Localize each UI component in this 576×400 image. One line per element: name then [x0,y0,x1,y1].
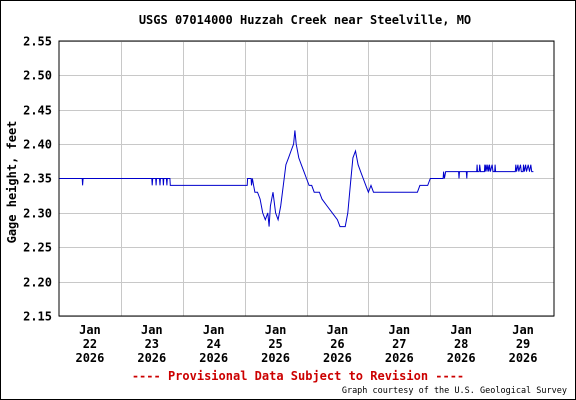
x-tick-labels: Jan 22 2026 Jan 23 2026 Jan 24 2026 Jan 25 2026 Jan 2… [75,323,537,365]
y-tick-label: 2.25 [23,241,52,255]
x-tick-label: Jan 24 2026 [199,323,228,365]
provisional-data-notice: ---- Provisional Data Subject to Revisio… [132,369,464,383]
x-tick-label: Jan 27 2026 [385,323,414,365]
y-tick-label: 2.35 [23,172,52,186]
y-tick-label: 2.55 [23,35,52,49]
y-tick-label: 2.40 [23,138,52,152]
y-tick-label: 2.20 [23,276,52,290]
gage-height-line [59,130,534,228]
x-tick-label: Jan 29 2026 [509,323,538,365]
x-tick-label: Jan 23 2026 [137,323,166,365]
plot-area-border [58,40,555,317]
x-tick-label: Jan 28 2026 [447,323,476,365]
usgs-credit: Graph courtesy of the U.S. Geological Su… [342,386,567,396]
y-tick-label: 2.45 [23,104,52,118]
series-layer [59,130,534,228]
y-tick-label: 2.15 [23,310,52,324]
x-tick-label: Jan 25 2026 [261,323,290,365]
x-tick-label: Jan 22 2026 [75,323,104,365]
y-tick-label: 2.30 [23,207,52,221]
y-tick-labels: 2.15 2.20 2.25 2.30 2.35 2.40 2.45 2.50 2.55 [23,35,52,324]
y-tick-label: 2.50 [23,69,52,83]
chart-title: USGS 07014000 Huzzah Creek near Steelvil… [139,13,471,27]
x-tick-label: Jan 26 2026 [323,323,352,365]
y-axis-label: Gage height, feet [5,121,19,244]
